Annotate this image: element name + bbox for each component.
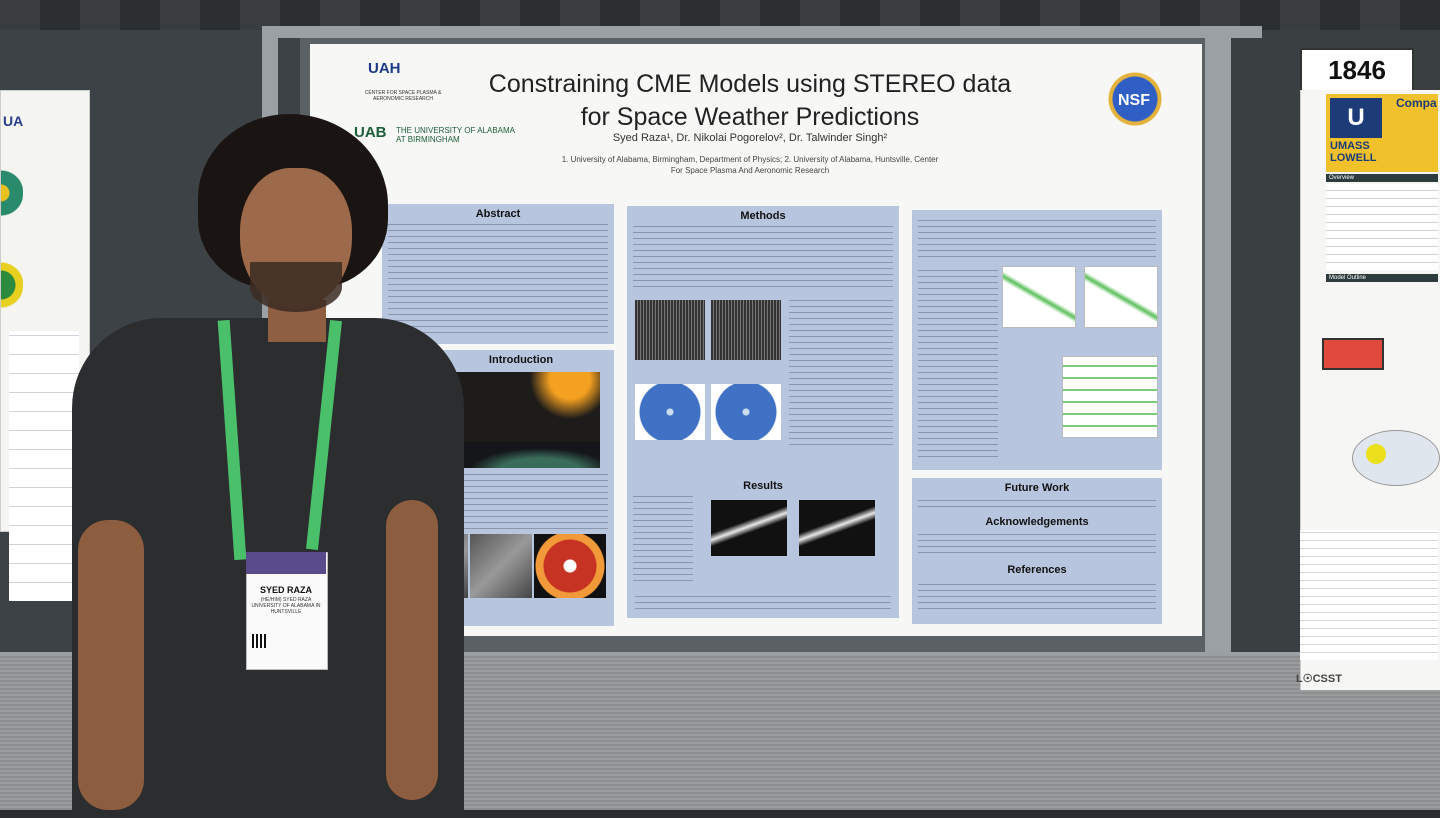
acknowledgements-heading: Acknowledgements	[985, 516, 1089, 528]
name-badge-header	[246, 552, 326, 574]
methods-heading: Methods	[740, 210, 786, 222]
methods-continued-text	[918, 216, 1156, 262]
neighbor-plots	[9, 331, 79, 601]
nsf-logo-text: NSF	[1118, 92, 1150, 109]
person-arm	[78, 520, 144, 810]
methods-image	[711, 300, 781, 360]
neighbor-diagram-box	[1322, 338, 1384, 370]
ensemble-plot	[1062, 356, 1158, 438]
uah-logo: UAH	[368, 60, 401, 77]
poster-title: Constraining CME Models using STEREO dat…	[460, 68, 1040, 134]
methods-text	[789, 300, 893, 450]
umass-logo-text: UMASS LOWELL	[1330, 140, 1377, 164]
uah-logo-subtitle: CENTER FOR SPACE PLASMA & AERONOMIC RESE…	[364, 90, 442, 102]
acknowledgements-text	[918, 532, 1156, 558]
methods-text	[633, 226, 893, 292]
introduction-image	[450, 442, 600, 468]
nsf-logo	[1105, 72, 1165, 132]
results-panel: Results	[627, 476, 899, 618]
references-text	[918, 580, 1156, 614]
uab-logo-subtitle: THE UNIVERSITY OF ALABAMA AT BIRMINGHAM	[396, 126, 515, 144]
introduction-image	[450, 372, 600, 442]
person-arm	[386, 500, 438, 800]
results-heading: Results	[743, 480, 783, 492]
neighbor-model-outline-heading: Model Outline	[1326, 274, 1438, 282]
abstract-panel: Abstract	[382, 204, 614, 344]
results-image	[711, 500, 787, 556]
person-beard	[250, 262, 342, 312]
results-image	[799, 500, 875, 556]
introduction-text	[458, 474, 608, 534]
research-poster: UAH CENTER FOR SPACE PLASMA & AERONOMIC …	[310, 44, 1202, 636]
future-work-heading: Future Work	[1004, 482, 1070, 494]
neighbor-overview-heading: Overview	[1326, 174, 1438, 182]
abstract-heading: Abstract	[475, 208, 521, 220]
neighbor-figure	[1, 261, 23, 309]
name-badge-details: (HE/HIM) SYED RAZA UNIVERSITY OF ALABAMA…	[251, 597, 321, 615]
poster-title-line: Constraining CME Models using STEREO dat…	[488, 70, 1012, 98]
poster-authors: Syed Raza¹, Dr. Nikolai Pogorelov², Dr. …	[612, 132, 888, 144]
introduction-heading: Introduction	[488, 354, 554, 366]
uab-logo: UAB	[354, 124, 387, 141]
methods-image	[635, 300, 705, 360]
neighbor-diagram-node	[1366, 444, 1386, 464]
poster-title-line: for Space Weather Predictions	[580, 103, 920, 131]
neighbor-logo: UA	[3, 113, 24, 129]
neighbor-overview-text	[1326, 184, 1438, 270]
future-work-panel: Future Work Acknowledgements References	[912, 478, 1162, 624]
ceiling	[0, 0, 1440, 30]
methods-image	[635, 384, 705, 440]
results-text	[633, 496, 693, 586]
methods-continued-text	[918, 266, 998, 462]
neighbor-table	[1300, 530, 1438, 660]
methods-panel: Methods	[627, 206, 899, 508]
neighbor-diagram	[1352, 430, 1440, 486]
methods-image	[711, 384, 781, 440]
locsst-logo: L☉CSST	[1296, 673, 1342, 685]
umass-logo: U	[1330, 98, 1382, 138]
booth-number-sign: 1846	[1300, 48, 1414, 92]
references-heading: References	[1007, 564, 1067, 576]
methods-continued-panel	[912, 210, 1162, 470]
name-badge-qr-code	[252, 634, 266, 648]
name-badge-name: SYED RAZA	[259, 585, 312, 595]
future-work-text	[918, 498, 1156, 512]
neighbor-figure	[1, 169, 23, 217]
time-elongation-plot	[1084, 266, 1158, 328]
introduction-image	[534, 534, 606, 598]
time-elongation-plot	[1002, 266, 1076, 328]
neighbor-title-fragment: Compa	[1396, 96, 1437, 110]
board-frame-top	[262, 26, 1262, 38]
abstract-text	[388, 224, 608, 338]
introduction-panel: Introduction	[428, 350, 614, 626]
poster-affiliations: 1. University of Alabama, Birmingham, De…	[561, 155, 939, 175]
introduction-image	[470, 534, 532, 598]
results-text	[635, 592, 891, 614]
